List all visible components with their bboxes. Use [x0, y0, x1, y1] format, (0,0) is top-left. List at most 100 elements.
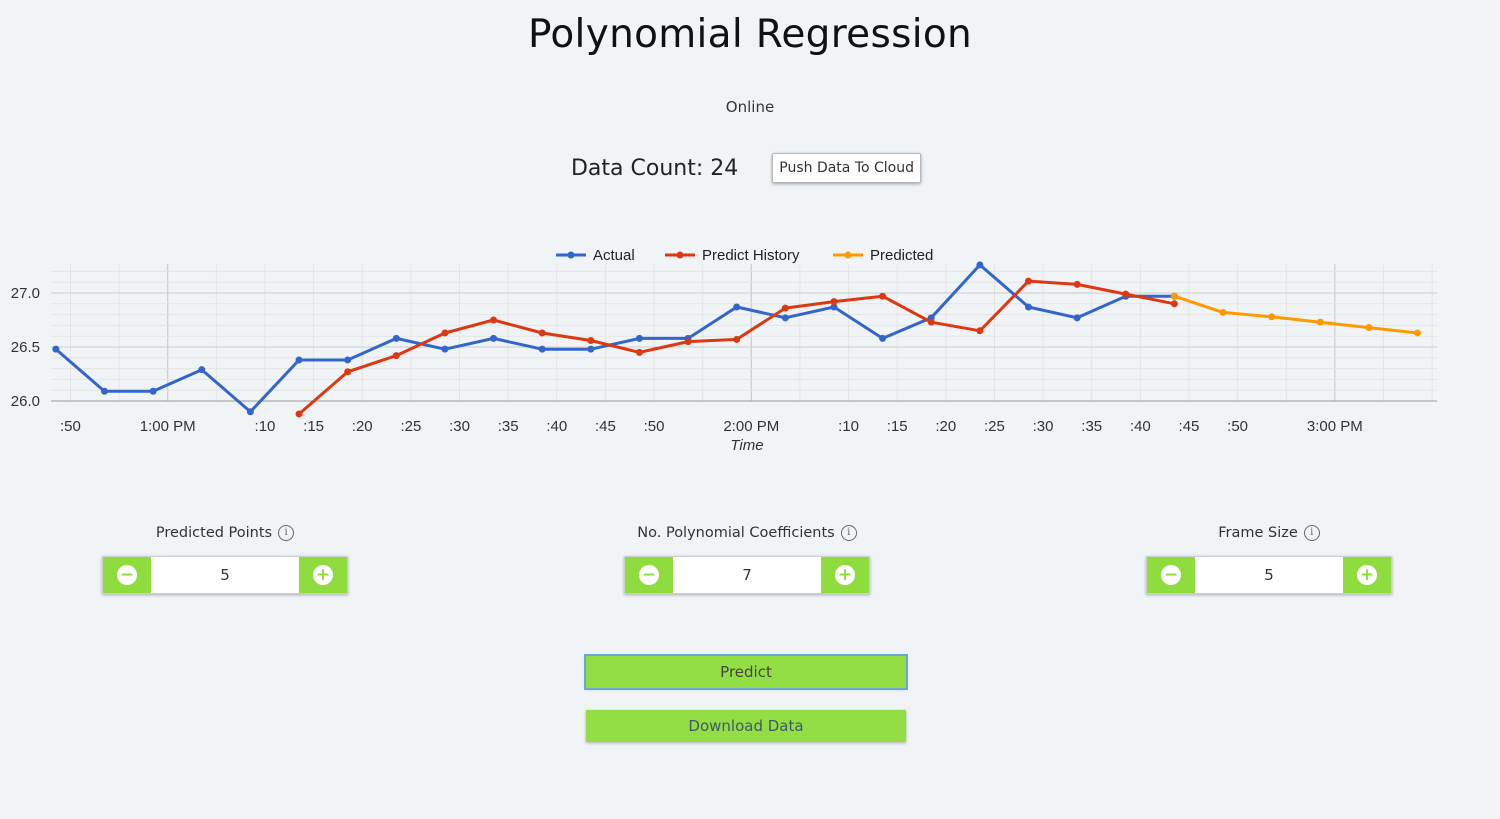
- data-point: [1024, 277, 1032, 285]
- poly-coefficients-label: No. Polynomial Coefficients: [637, 525, 835, 541]
- frame-size-control: Frame Size i − +: [1146, 523, 1392, 594]
- data-point: [538, 345, 546, 353]
- predicted-points-label: Predicted Points: [155, 525, 273, 541]
- data-point: [1073, 314, 1081, 322]
- x-tick-label: :50: [1227, 418, 1248, 435]
- poly-coefficients-decrement-button[interactable]: −: [625, 557, 673, 593]
- x-tick-label: :10: [255, 418, 276, 435]
- legend-label: Predicted: [870, 247, 933, 264]
- push-data-to-cloud-button[interactable]: Push Data To Cloud: [772, 153, 922, 183]
- data-point: [781, 314, 789, 322]
- frame-size-increment-button[interactable]: +: [1343, 557, 1391, 593]
- predict-button[interactable]: Predict: [584, 654, 908, 690]
- minus-icon: −: [639, 565, 659, 585]
- data-point: [490, 334, 498, 342]
- frame-size-input[interactable]: [1195, 557, 1343, 593]
- data-point: [635, 348, 643, 356]
- data-point: [100, 387, 108, 395]
- data-point: [52, 345, 60, 353]
- info-icon[interactable]: i: [840, 525, 857, 541]
- minus-icon: −: [117, 565, 137, 585]
- x-tick-label: :15: [303, 418, 324, 435]
- download-data-button[interactable]: Download Data: [586, 710, 906, 742]
- predicted-points-input[interactable]: [151, 557, 299, 593]
- y-tick-label: 26.0: [11, 393, 40, 410]
- x-tick-label: :40: [546, 418, 567, 435]
- data-point: [1219, 308, 1227, 316]
- legend-marker: [567, 251, 575, 259]
- x-tick-label: :50: [644, 418, 665, 435]
- frame-size-decrement-button[interactable]: −: [1147, 557, 1195, 593]
- data-point: [490, 316, 498, 324]
- predicted-points-decrement-button[interactable]: −: [103, 557, 151, 593]
- x-tick-label: :45: [1179, 418, 1200, 435]
- data-point: [635, 334, 643, 342]
- data-point: [344, 368, 352, 376]
- data-count-row: Data Count: 24 Push Data To Cloud: [0, 151, 1496, 185]
- data-point: [1170, 300, 1178, 308]
- data-point: [733, 303, 741, 311]
- frame-size-label: Frame Size: [1218, 525, 1298, 541]
- data-point: [781, 304, 789, 312]
- data-point: [392, 334, 400, 342]
- data-point: [1122, 290, 1130, 298]
- predicted-points-increment-button[interactable]: +: [299, 557, 347, 593]
- poly-coefficients-increment-button[interactable]: +: [821, 557, 869, 593]
- time-series-chart: 26.0 26.5 27.0:50 1:00 PM:10:15:20:25:30:35…: [11, 247, 1437, 454]
- data-point: [1170, 292, 1178, 300]
- plus-icon: +: [313, 565, 333, 585]
- x-tick-label: :20: [352, 418, 373, 435]
- data-point: [587, 337, 595, 345]
- plus-icon: +: [835, 565, 855, 585]
- data-point: [538, 329, 546, 337]
- legend-marker: [676, 251, 684, 259]
- data-point: [198, 366, 206, 374]
- data-point: [295, 410, 303, 418]
- data-point: [976, 327, 984, 335]
- x-tick-label: :10: [838, 418, 859, 435]
- x-tick-label: :25: [984, 418, 1005, 435]
- data-count-label: Data Count:: [570, 155, 704, 181]
- data-point: [441, 329, 449, 337]
- data-point: [879, 292, 887, 300]
- legend-label: Actual: [593, 247, 635, 264]
- poly-coefficients-input[interactable]: [673, 557, 821, 593]
- data-point: [733, 335, 741, 343]
- data-point: [1414, 329, 1422, 337]
- x-tick-label: :35: [1081, 418, 1102, 435]
- data-point: [1316, 318, 1324, 326]
- predicted-points-stepper: − +: [102, 556, 348, 594]
- data-point: [1024, 303, 1032, 311]
- data-point: [830, 303, 838, 311]
- info-icon[interactable]: i: [1303, 525, 1320, 541]
- data-point: [149, 387, 157, 395]
- x-tick-label: :30: [1033, 418, 1054, 435]
- x-axis-title: Time: [730, 437, 763, 454]
- series-line: [1173, 294, 1418, 335]
- predicted-points-control: Predicted Points i − +: [102, 523, 348, 594]
- series-line: [54, 263, 1175, 414]
- data-count-value: 24: [710, 155, 739, 181]
- x-tick-label: 1:00 PM: [140, 418, 196, 435]
- plus-icon: +: [1357, 565, 1377, 585]
- data-point: [976, 261, 984, 269]
- x-tick-label: :50: [60, 418, 81, 435]
- data-point: [1365, 324, 1373, 332]
- page-title: Polynomial Regression: [527, 12, 973, 57]
- data-point: [441, 345, 449, 353]
- data-point: [246, 408, 254, 416]
- x-tick-label: :30: [449, 418, 470, 435]
- x-tick-label: :40: [1130, 418, 1151, 435]
- data-point: [830, 298, 838, 306]
- data-count: Data Count: 24: [571, 156, 738, 181]
- connection-status: Online: [725, 98, 775, 116]
- poly-coefficients-stepper: − +: [624, 556, 870, 594]
- data-point: [1268, 313, 1276, 321]
- legend-marker: [844, 251, 852, 259]
- x-tick-label: 3:00 PM: [1307, 418, 1363, 435]
- data-point: [927, 318, 935, 326]
- x-tick-label: :25: [400, 418, 421, 435]
- data-point: [587, 345, 595, 353]
- info-icon[interactable]: i: [278, 525, 295, 541]
- x-tick-label: :45: [595, 418, 616, 435]
